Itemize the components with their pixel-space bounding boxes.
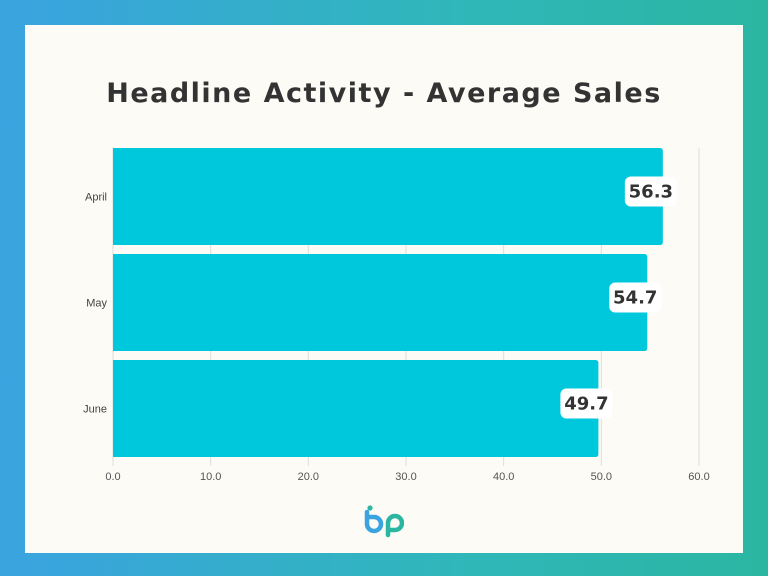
bar-june xyxy=(113,360,599,457)
y-tick-label: May xyxy=(86,298,107,310)
x-tick-label: 10.0 xyxy=(200,471,221,483)
bp-logo-icon xyxy=(364,505,404,538)
chart-title: Headline Activity - Average Sales xyxy=(106,78,662,109)
bar-april xyxy=(113,148,663,245)
data-label-box xyxy=(624,176,677,207)
data-label: 49.7 xyxy=(564,394,608,415)
y-tick-label: April xyxy=(85,192,107,204)
x-tick-label: 60.0 xyxy=(688,471,709,483)
data-label-box xyxy=(609,282,662,313)
data-label: 56.3 xyxy=(629,182,673,203)
x-tick-label: 30.0 xyxy=(395,471,416,483)
bar-may xyxy=(113,254,648,351)
x-tick-label: 50.0 xyxy=(591,471,612,483)
x-tick-label: 20.0 xyxy=(298,471,319,483)
y-tick-label: June xyxy=(83,404,107,416)
data-label-box xyxy=(560,388,613,419)
x-tick-label: 40.0 xyxy=(493,471,514,483)
data-label: 54.7 xyxy=(613,288,657,309)
x-tick-label: 0.0 xyxy=(105,471,120,483)
